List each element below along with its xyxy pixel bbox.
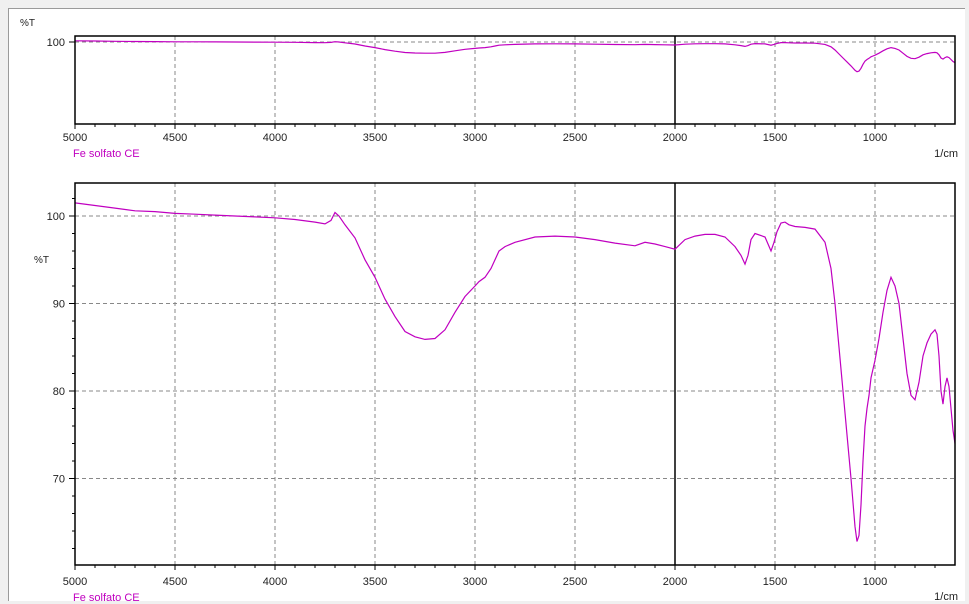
- top-plot-border: [74, 35, 956, 125]
- top-x-unit-label: 1/cm: [934, 148, 958, 160]
- top-x-tick-label: 2000: [663, 132, 687, 144]
- top-y-tick-label: 100: [47, 37, 65, 49]
- bottom-x-tick-label: 4500: [163, 576, 187, 588]
- bottom-x-tick-label: 2500: [563, 576, 587, 588]
- top-y-axis-label: %T: [20, 18, 35, 29]
- bottom-plot-border: [74, 182, 956, 566]
- bottom-y-tick-label: 70: [53, 474, 65, 486]
- bottom-y-tick-label: 80: [53, 386, 65, 398]
- top-x-tick-label: 4500: [163, 132, 187, 144]
- bottom-x-tick-label: 4000: [263, 576, 287, 588]
- top-plot-area: [75, 36, 955, 124]
- bottom-plot-area: [75, 183, 955, 565]
- bottom-x-tick-label: 3500: [363, 576, 387, 588]
- bottom-x-tick-label: 2000: [663, 576, 687, 588]
- bottom-x-unit-label: 1/cm: [934, 591, 958, 603]
- top-x-tick-label: 3500: [363, 132, 387, 144]
- top-x-tick-label: 1500: [763, 132, 787, 144]
- bottom-x-tick-label: 3000: [463, 576, 487, 588]
- top-sample-label: Fe solfato CE: [73, 148, 140, 160]
- bottom-y-tick-label: 100: [47, 211, 65, 223]
- top-x-tick-label: 5000: [63, 132, 87, 144]
- top-spectrum-line: [74, 40, 956, 73]
- bottom-spectrum-line: [74, 202, 956, 542]
- top-x-tick-label: 2500: [563, 132, 587, 144]
- bottom-sample-label: Fe solfato CE: [73, 592, 140, 604]
- bottom-x-tick-label: 5000: [63, 576, 87, 588]
- top-x-tick-label: 1000: [863, 132, 887, 144]
- top-x-tick-label: 3000: [463, 132, 487, 144]
- bottom-y-tick-label: 90: [53, 299, 65, 311]
- bottom-y-axis-label: %T: [34, 255, 49, 266]
- bottom-x-tick-label: 1500: [763, 576, 787, 588]
- bottom-x-tick-label: 1000: [863, 576, 887, 588]
- top-x-tick-label: 4000: [263, 132, 287, 144]
